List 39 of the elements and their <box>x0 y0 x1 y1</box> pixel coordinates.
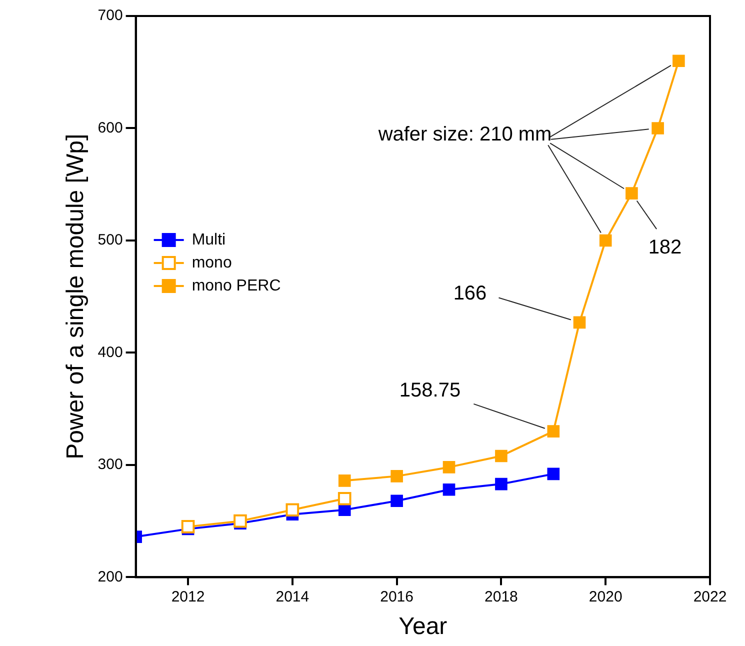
x-tick-label: 2020 <box>588 588 622 606</box>
point <box>181 520 195 534</box>
point <box>626 187 638 200</box>
point <box>234 514 247 528</box>
point <box>338 492 352 506</box>
point <box>390 494 403 508</box>
y-tick-label: 200 <box>98 568 123 586</box>
y-tick-label: 300 <box>98 456 123 474</box>
x-tick-label: 2022 <box>693 588 727 606</box>
y-tick-label: 400 <box>98 344 123 361</box>
point <box>547 468 560 480</box>
legend-label: Multi <box>192 231 226 248</box>
point <box>442 483 456 496</box>
x-axis-title: Year <box>398 613 448 640</box>
point <box>547 425 560 438</box>
annotation: wafer size: 210 mm <box>377 124 552 146</box>
y-tick-label: 600 <box>98 119 123 136</box>
point <box>652 122 664 134</box>
point <box>672 54 685 68</box>
annotation: 166 <box>453 282 487 305</box>
point <box>338 474 351 487</box>
point <box>599 234 612 247</box>
x-tick-label: 2018 <box>484 588 518 606</box>
point <box>286 503 300 517</box>
annotation: 182 <box>648 236 682 259</box>
y-tick-label: 500 <box>98 232 123 249</box>
x-tick-label: 2014 <box>276 588 310 606</box>
point <box>495 450 508 462</box>
legend-label: mono PERC <box>192 277 281 294</box>
point <box>442 461 456 474</box>
x-tick-label: 2016 <box>380 588 414 606</box>
annotation: 158.75 <box>399 380 461 402</box>
y-tick-label: 700 <box>98 7 123 24</box>
point <box>573 316 586 329</box>
y-axis-title: Power of a single module [Wp] <box>62 134 90 460</box>
legend-label: mono <box>192 254 232 272</box>
point <box>390 470 403 482</box>
point <box>495 478 508 490</box>
x-tick-label: 2012 <box>171 588 205 606</box>
